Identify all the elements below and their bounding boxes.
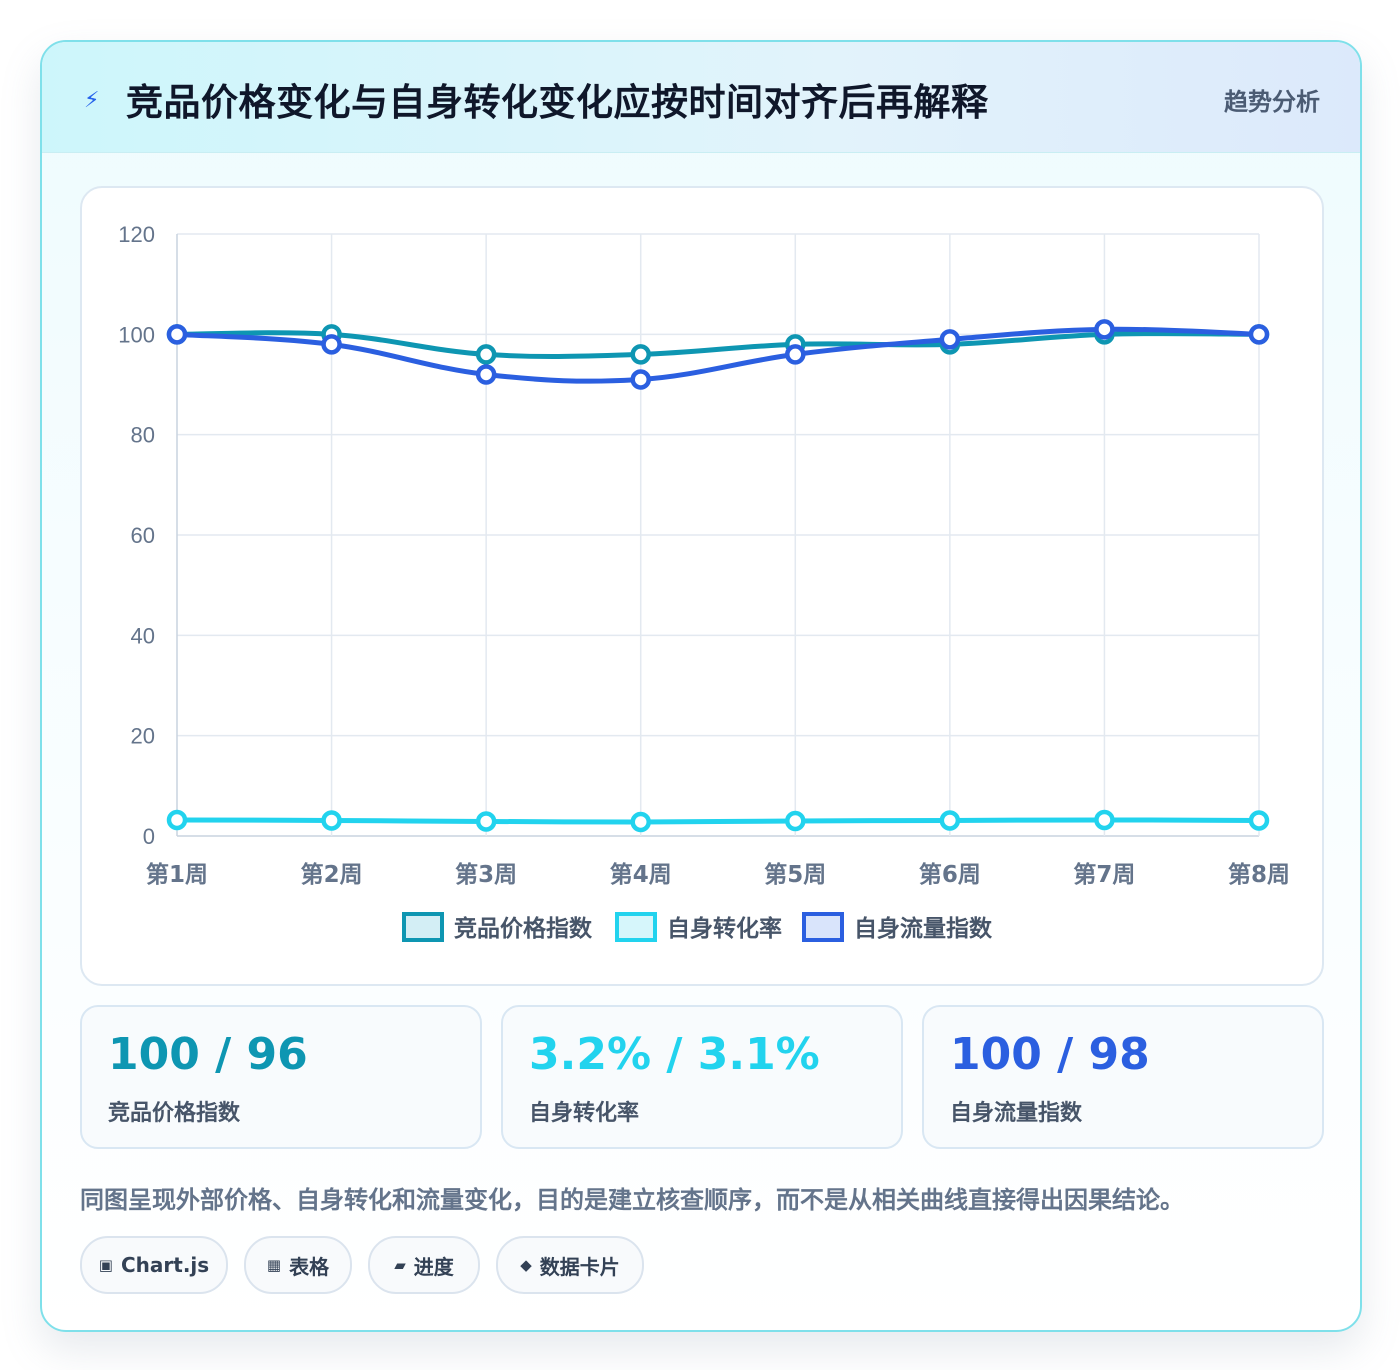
data-point [166, 809, 188, 831]
stat-card-price: 100 / 96 竞品价格指数 [80, 1005, 482, 1149]
x-tick-label: 第7周 [1073, 861, 1135, 888]
data-point [939, 810, 961, 831]
series-line [174, 330, 1262, 359]
progress-icon: ▰ [394, 1256, 406, 1274]
chip-data-card[interactable]: ◆ 数据卡片 [496, 1236, 644, 1294]
card-header: ⚡ 竞品价格变化与自身转化变化应按时间对齐后再解释 趋势分析 [42, 42, 1360, 153]
data-point [630, 811, 651, 833]
y-tick-label: 0 [143, 824, 155, 849]
chip-table[interactable]: ▦ 表格 [244, 1236, 352, 1294]
y-tick-label: 100 [118, 322, 155, 347]
data-point [321, 334, 342, 355]
data-point [785, 344, 806, 365]
x-tick-label: 第4周 [610, 861, 672, 888]
y-tick-label: 120 [118, 222, 155, 247]
square-icon: ▣ [98, 1256, 113, 1274]
lightning-icon: ⚡ [84, 88, 100, 113]
series-line [174, 326, 1262, 384]
line-chart: 0 20 40 60 80 100 120 第1周 第2周 第3周 第4周 第5周 第6周 第7周 第8周竞… [118, 222, 1290, 942]
chip-label: 数据卡片 [539, 1254, 620, 1279]
category-tag: 趋势分析 [1224, 88, 1320, 116]
x-tick-label: 第1周 [146, 861, 208, 888]
x-tick-label: 第6周 [919, 861, 981, 888]
x-tick-label: 第2周 [301, 861, 363, 888]
data-point [1248, 810, 1270, 831]
diamond-icon: ◆ [520, 1256, 532, 1274]
stat-label: 自身流量指数 [950, 1101, 1083, 1126]
y-tick-label: 80 [131, 423, 155, 448]
y-tick-label: 40 [131, 623, 155, 648]
card-title: 竞品价格变化与自身转化变化应按时间对齐后再解释 [126, 81, 989, 124]
x-tick-label: 第5周 [764, 861, 826, 888]
data-point [166, 324, 188, 345]
data-point [1094, 319, 1115, 340]
chart-panel: 0 20 40 60 80 100 120 第1周 第2周 第3周 第4周 第5周 第6周 第7周 第8周竞… [80, 186, 1324, 986]
stat-card-traffic: 100 / 98 自身流量指数 [922, 1005, 1324, 1149]
data-point [939, 329, 961, 350]
chip-progress[interactable]: ▰ 进度 [368, 1236, 480, 1294]
y-tick-label: 60 [131, 523, 155, 548]
stat-value: 3.2% / 3.1% [529, 1029, 820, 1080]
legend-label: 自身转化率 [667, 915, 782, 942]
series-line [174, 817, 1262, 825]
data-point [1094, 809, 1115, 831]
data-point [630, 369, 651, 390]
data-point [475, 364, 497, 385]
stat-value: 100 / 96 [108, 1029, 308, 1080]
y-tick-label: 20 [131, 724, 155, 749]
chip-chartjs[interactable]: ▣ Chart.js [80, 1236, 228, 1294]
x-tick-label: 第3周 [455, 861, 517, 888]
data-point [475, 811, 497, 832]
chip-label: Chart.js [120, 1253, 210, 1277]
stat-label: 竞品价格指数 [108, 1101, 241, 1126]
data-point [321, 810, 342, 831]
chip-label: 进度 [413, 1254, 454, 1279]
data-point [630, 344, 651, 365]
legend-swatch [615, 912, 657, 942]
data-point [785, 810, 806, 832]
trend-card: ⚡ 竞品价格变化与自身转化变化应按时间对齐后再解释 趋势分析 0 20 40 60 80… [40, 40, 1362, 1332]
stat-value: 100 / 98 [950, 1029, 1150, 1080]
legend-label: 竞品价格指数 [454, 915, 593, 942]
data-point [475, 344, 497, 365]
legend-swatch [402, 912, 444, 942]
chart-note: 同图呈现外部价格、自身转化和流量变化，目的是建立核查顺序，而不是从相关曲线直接得… [80, 1186, 1184, 1214]
stat-card-conversion: 3.2% / 3.1% 自身转化率 [501, 1005, 903, 1149]
x-tick-label: 第8周 [1228, 861, 1290, 888]
stat-label: 自身转化率 [529, 1101, 640, 1126]
legend-label: 自身流量指数 [854, 915, 993, 942]
chip-label: 表格 [289, 1254, 330, 1279]
data-point [1248, 324, 1270, 345]
legend-swatch [802, 912, 844, 942]
table-icon: ▦ [266, 1256, 282, 1274]
